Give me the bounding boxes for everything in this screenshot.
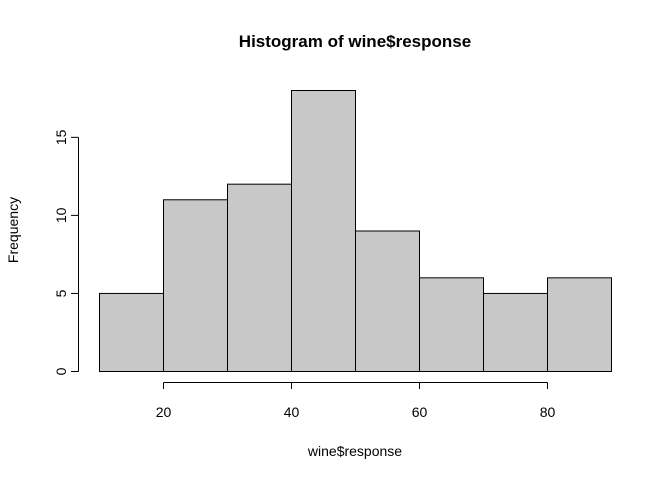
histogram-bar-30-40	[227, 183, 292, 372]
chart-title: Histogram of wine$response	[239, 32, 471, 51]
y-tick-label-0: 0	[53, 367, 69, 375]
y-tick-label-10: 10	[53, 207, 69, 223]
y-tick-label-5: 5	[53, 289, 69, 297]
y-axis-label: Frequency	[5, 197, 21, 263]
histogram-bar-20-30	[163, 199, 228, 372]
x-tick-label-40: 40	[284, 404, 300, 420]
histogram-bar-10-20	[99, 292, 164, 373]
x-tick-label-60: 60	[412, 404, 428, 420]
histogram-bar-60-70	[419, 277, 484, 373]
x-tick-label-80: 80	[540, 404, 556, 420]
histogram-bar-70-80	[483, 292, 548, 373]
histogram-bar-80-90	[547, 277, 612, 373]
y-axis: 0 5 10 15	[53, 129, 79, 375]
y-tick-label-15: 15	[53, 129, 69, 145]
x-tick-label-20: 20	[156, 404, 172, 420]
histogram-bar-50-60	[355, 230, 420, 372]
x-axis: 20 40 60 80	[156, 382, 556, 420]
bars-group	[99, 90, 612, 373]
x-axis-label: wine$response	[307, 443, 402, 459]
histogram-bar-40-50	[291, 90, 356, 372]
